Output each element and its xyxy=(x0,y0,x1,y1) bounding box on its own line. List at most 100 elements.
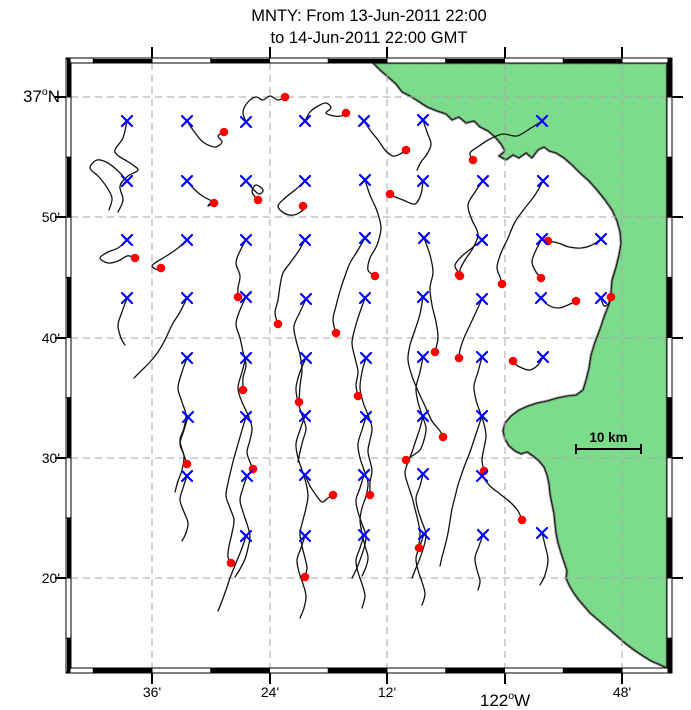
frame-seg-top xyxy=(445,59,505,63)
start-marker-x-51 xyxy=(475,469,489,483)
drifter-track-17 xyxy=(235,239,247,298)
frame-seg-top xyxy=(210,59,270,63)
start-marker-x-13 xyxy=(476,174,490,188)
start-marker-x-48 xyxy=(298,468,312,482)
start-marker-x-22 xyxy=(535,232,549,246)
frame-inner xyxy=(70,62,668,669)
start-marker-x-20 xyxy=(417,231,431,245)
lon-tick-label-0: 36' xyxy=(143,684,161,700)
markers-layer xyxy=(120,92,616,582)
drifter-track-3 xyxy=(304,102,347,122)
frame-seg-bottom xyxy=(445,668,505,673)
plot-title-line2: to 14-Jun-2011 22:00 GMT xyxy=(271,29,468,47)
drifter-track-23 xyxy=(547,238,602,249)
drifter-track-48 xyxy=(304,474,334,503)
drifter-track-40 xyxy=(174,416,189,493)
drifter-track-35 xyxy=(295,357,307,463)
scale-bar-group: 10 km xyxy=(575,430,642,454)
drifter-track-37 xyxy=(405,356,427,461)
drifter-track-49 xyxy=(351,474,367,579)
drifter-track-26 xyxy=(235,296,247,391)
frame-seg-bottom xyxy=(563,668,622,673)
end-marker-dot-10 xyxy=(298,201,308,211)
lon-tick-label-2: 12' xyxy=(378,684,396,700)
end-marker-dot-1 xyxy=(219,127,229,137)
axis-labels: 37oN 50' 40' 30' 20' 36' 24' 12' 122oW 48' xyxy=(23,86,631,710)
end-marker-dot-11 xyxy=(370,271,380,281)
plot-title-line1: MNTY: From 13-Jun-2011 22:00 xyxy=(251,7,486,25)
drifter-track-56 xyxy=(474,534,484,591)
end-marker-dot-28 xyxy=(353,391,363,401)
end-marker-dot-44 xyxy=(414,543,424,553)
start-marker-x-35 xyxy=(299,351,313,365)
end-marker-dot-48 xyxy=(328,490,338,500)
start-marker-x-24 xyxy=(120,291,134,305)
start-marker-x-52 xyxy=(239,529,253,543)
start-marker-x-53 xyxy=(298,529,312,543)
frame-seg-left xyxy=(67,638,71,673)
start-marker-x-11 xyxy=(358,173,372,187)
drifter-track-50 xyxy=(411,473,427,579)
end-marker-dot-30 xyxy=(454,353,464,363)
drifter-track-7 xyxy=(89,159,128,211)
start-marker-x-46 xyxy=(180,469,194,483)
drifter-track-36 xyxy=(359,357,373,496)
drifter-track-43 xyxy=(357,416,369,577)
frame-seg-left xyxy=(67,397,71,458)
drifter-track-6 xyxy=(469,120,543,161)
start-marker-x-27 xyxy=(299,292,313,306)
start-marker-x-32 xyxy=(594,291,608,305)
start-marker-x-31 xyxy=(534,291,548,305)
start-marker-x-23 xyxy=(594,232,608,246)
frame-seg-bottom xyxy=(210,668,270,673)
end-marker-dot-41 xyxy=(226,558,236,568)
start-marker-x-18 xyxy=(298,233,312,247)
end-marker-dot-12 xyxy=(385,189,395,199)
start-marker-x-37 xyxy=(416,350,430,364)
end-marker-dot-39 xyxy=(508,356,518,366)
frame-seg-left xyxy=(67,517,71,578)
start-marker-x-9 xyxy=(239,174,253,188)
end-marker-dot-20 xyxy=(430,347,440,357)
start-marker-x-43 xyxy=(359,410,373,424)
start-marker-x-28 xyxy=(358,291,372,305)
drifter-track-18 xyxy=(274,239,306,325)
drifter-track-14 xyxy=(496,180,544,285)
start-marker-x-6 xyxy=(535,114,549,128)
drifter-track-51 xyxy=(481,475,523,521)
start-marker-x-1 xyxy=(180,114,194,128)
end-marker-dot-9 xyxy=(253,195,263,205)
drifter-track-22 xyxy=(531,238,543,279)
start-marker-x-3 xyxy=(298,114,312,128)
drifter-track-1 xyxy=(186,120,225,148)
start-marker-x-0 xyxy=(120,114,134,128)
end-marker-dot-27 xyxy=(294,397,304,407)
frame-seg-right xyxy=(667,157,672,218)
start-marker-x-54 xyxy=(357,528,371,542)
coastline xyxy=(372,63,667,668)
end-marker-dot-37 xyxy=(401,455,411,465)
end-marker-dot-18 xyxy=(273,319,283,329)
frame-seg-right xyxy=(667,277,672,338)
start-marker-x-56 xyxy=(476,528,490,542)
start-marker-x-10 xyxy=(298,174,312,188)
start-marker-x-34 xyxy=(239,351,253,365)
drifter-track-4 xyxy=(363,120,407,157)
end-marker-dot-26 xyxy=(238,385,248,395)
drifter-track-20 xyxy=(423,237,439,353)
start-marker-x-2 xyxy=(239,115,253,129)
end-marker-dot-17 xyxy=(233,292,243,302)
start-marker-x-40 xyxy=(181,410,195,424)
lon-tick-label-4: 48' xyxy=(613,684,631,700)
lat-tick-label-2: 40' xyxy=(42,330,60,346)
start-marker-x-17 xyxy=(239,233,253,247)
end-marker-dot-32 xyxy=(606,292,616,302)
end-marker-dot-22 xyxy=(536,273,546,283)
drifter-track-38 xyxy=(473,356,487,472)
start-marker-x-50 xyxy=(416,467,430,481)
end-marker-dot-3 xyxy=(341,108,351,118)
start-marker-x-38 xyxy=(475,350,489,364)
start-marker-x-4 xyxy=(357,114,371,128)
frame-seg-right xyxy=(667,638,672,673)
start-marker-x-8 xyxy=(180,174,194,188)
